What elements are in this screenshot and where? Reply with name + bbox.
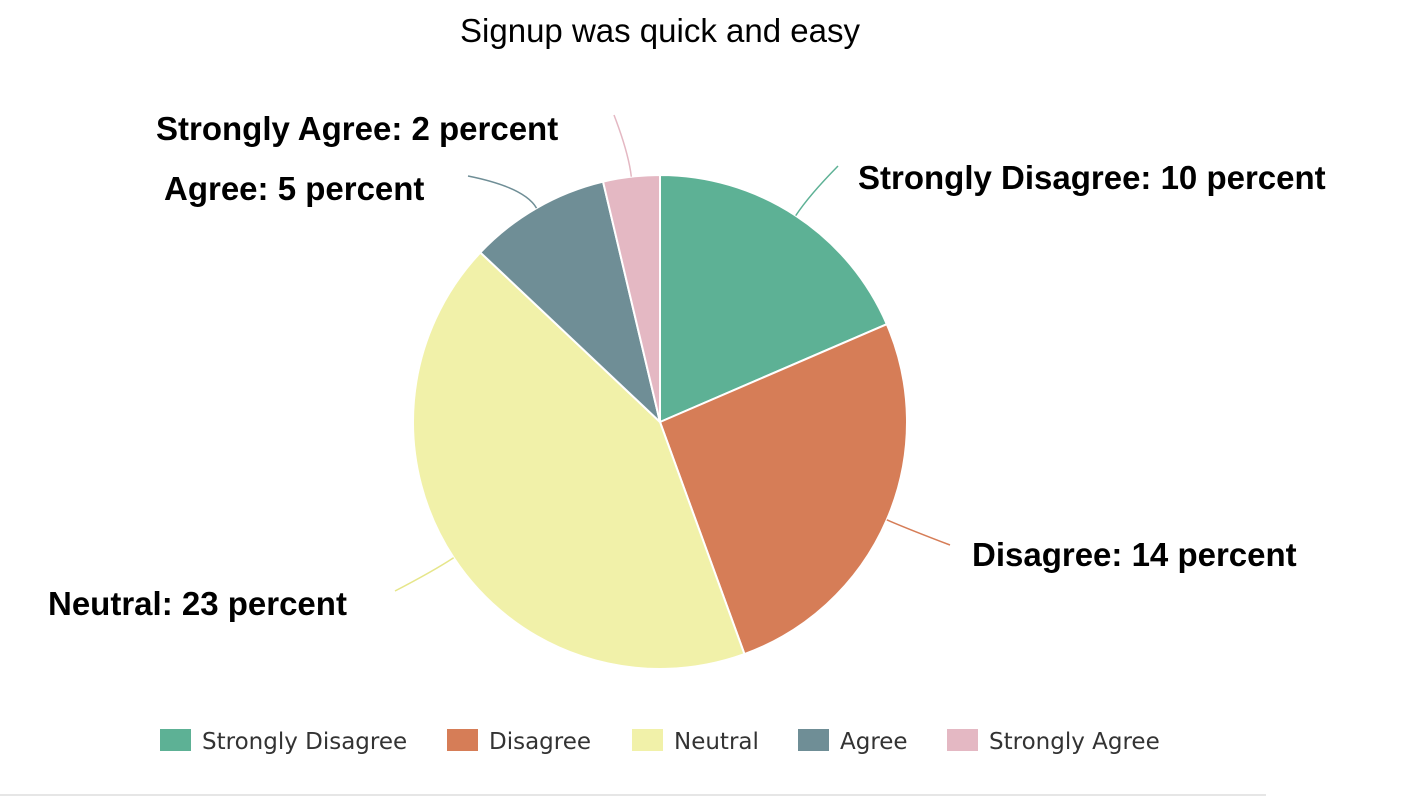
- pie-slice-agree[interactable]: [478, 180, 662, 426]
- legend-swatch: [947, 729, 978, 751]
- legend-item-disagree[interactable]: Disagree: [447, 729, 591, 755]
- legend: Strongly Disagree Disagree Neutral Agree Str…: [160, 729, 1160, 755]
- legend-label: Agree: [840, 729, 908, 755]
- legend-label: Neutral: [674, 729, 759, 755]
- pie-slice-neutral[interactable]: [412, 251, 746, 670]
- legend-swatch: [447, 729, 478, 751]
- slice-label: Strongly Agree: 2 percent: [156, 110, 558, 147]
- leader-line: [886, 519, 951, 546]
- leader-line: [795, 165, 839, 217]
- leader-line: [467, 175, 538, 209]
- slice-label: Disagree: 14 percent: [972, 536, 1297, 573]
- pie-slice-strongly-agree[interactable]: [601, 173, 661, 423]
- legend-item-strongly-disagree[interactable]: Strongly Disagree: [160, 729, 407, 755]
- bottom-divider: [0, 794, 1266, 796]
- pie-slice-disagree[interactable]: [658, 322, 908, 656]
- legend-item-neutral[interactable]: Neutral: [632, 729, 759, 755]
- legend-label: Strongly Agree: [989, 729, 1160, 755]
- legend-label: Strongly Disagree: [202, 729, 407, 755]
- label-leader-lines: [394, 114, 951, 592]
- legend-swatch: [798, 729, 829, 751]
- legend-swatch: [632, 729, 663, 751]
- pie-slices: [412, 173, 908, 670]
- legend-label: Disagree: [489, 729, 591, 755]
- slice-label: Strongly Disagree: 10 percent: [858, 159, 1326, 196]
- slice-labels: Strongly Disagree: 10 percent Disagree: 1…: [48, 110, 1326, 622]
- legend-item-agree[interactable]: Agree: [798, 729, 908, 755]
- leader-line: [394, 557, 455, 592]
- pie-slice-strongly-disagree[interactable]: [659, 173, 889, 424]
- slice-label: Agree: 5 percent: [164, 170, 424, 207]
- chart-title: Signup was quick and easy: [460, 12, 860, 49]
- leader-line: [613, 114, 633, 177]
- legend-item-strongly-agree[interactable]: Strongly Agree: [947, 729, 1160, 755]
- slice-label: Neutral: 23 percent: [48, 585, 347, 622]
- legend-swatch: [160, 729, 191, 751]
